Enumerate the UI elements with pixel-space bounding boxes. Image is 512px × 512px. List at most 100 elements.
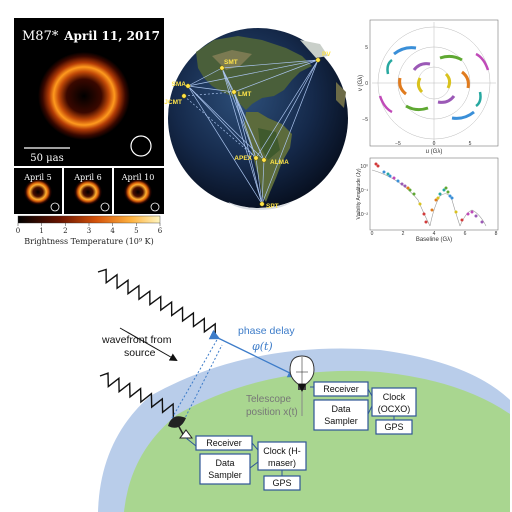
vis-point [431, 209, 434, 212]
m87-title: M87* [22, 29, 59, 44]
data-sampler-line1: Data [215, 458, 234, 468]
right-station: Receiver Data Sampler Clock (OCXO) GPS [314, 382, 416, 434]
vis-plot-frame [370, 158, 498, 230]
data-sampler-line2: Sampler [208, 470, 242, 480]
vis-point [475, 215, 478, 218]
station-marker [220, 66, 224, 70]
vis-point [437, 197, 440, 200]
visibility-plot: 0 2 4 6 810⁰10⁻¹10⁻² Baseline (Gλ) Visibilit… [356, 158, 498, 243]
data-sampler-line1: Data [331, 404, 350, 414]
vis-point [377, 165, 380, 168]
thumbnail-label: April 5 [23, 173, 51, 182]
receiver-label: Receiver [323, 384, 359, 394]
uv-xtick-label: 0 [433, 141, 436, 147]
uv-xlabel: u (Gλ) [426, 149, 443, 155]
vis-point [387, 173, 390, 176]
m87-panel: M87* April 11, 2017 50 μas April 5 April… [14, 18, 164, 246]
data-sampler-line2: Sampler [324, 416, 358, 426]
wavefront-label-line1: wavefront from [101, 334, 172, 346]
telescope-position-line2: position x(t) [246, 407, 298, 418]
clock-line1: Clock (H- [263, 446, 301, 456]
uv-ytick-label: 0 [365, 81, 368, 87]
station-marker [254, 156, 258, 160]
wavefront-label-line2: source [124, 347, 156, 359]
clock-line1: Clock [383, 392, 406, 402]
clock-line2: maser) [268, 458, 296, 468]
uv-xtick-label: 5 [469, 141, 472, 147]
colorbar-tick-label: 1 [39, 227, 43, 235]
vis-point [383, 171, 386, 174]
phase-delay-symbol: φ(t) [252, 340, 273, 353]
station-label: SMA [172, 81, 187, 88]
colorbar-label: Brightness Temperature (10⁹ K) [24, 237, 154, 246]
thumbnail-april-10: April 10 [114, 168, 164, 214]
vis-point [419, 203, 422, 206]
gondola [298, 384, 306, 390]
uv-ylabel: v (Gλ) [358, 75, 364, 91]
station-label: SMT [224, 59, 238, 66]
uv-ytick-label: −5 [362, 117, 368, 123]
phase-delay-label: phase delay [238, 325, 295, 337]
vis-xtick-label: 8 [495, 231, 498, 237]
station-marker [232, 90, 236, 94]
scale-label: 50 μas [30, 153, 64, 164]
telescope-position-line1: Telescope [246, 394, 291, 405]
globe-panel: SMT PV SMA JCMT LMT APEX ALMA SPT [164, 28, 348, 210]
m87-date: April 11, 2017 [63, 29, 160, 43]
station-label: SPT [266, 203, 279, 210]
station-marker [262, 158, 266, 162]
vis-point [467, 213, 470, 216]
uv-xtick-label: −5 [395, 141, 401, 147]
vis-point [439, 193, 442, 196]
station-label: JCMT [164, 99, 182, 106]
vis-xtick-label: 2 [402, 231, 405, 237]
colorbar-tick-label: 6 [158, 227, 163, 235]
thumbnail-april-6: April 6 [64, 168, 112, 214]
station-marker [182, 94, 186, 98]
vis-point [423, 213, 426, 216]
vis-point [461, 219, 464, 222]
uv-ytick-label: 5 [365, 45, 368, 51]
vis-point [481, 221, 484, 224]
station-marker [316, 58, 320, 62]
vis-point [425, 221, 428, 224]
vis-point [455, 211, 458, 214]
receiver-label: Receiver [206, 438, 242, 448]
vis-ylabel: Visibility Amplitude (Jy) [356, 168, 362, 219]
vis-point [449, 195, 452, 198]
station-marker [260, 202, 264, 206]
vis-point [445, 187, 448, 190]
wavefront-upper [98, 269, 215, 337]
station-label: APEX [234, 155, 252, 162]
vis-point [397, 180, 400, 183]
clock-line2: (OCXO) [378, 404, 411, 414]
colorbar-tick-label: 5 [134, 227, 138, 235]
colorbar [18, 216, 160, 223]
colorbar-tick-label: 0 [16, 227, 20, 235]
station-label: ALMA [270, 159, 289, 166]
thumbnail-label: April 10 [121, 173, 155, 182]
vis-xtick-label: 6 [464, 231, 467, 237]
colorbar-tick-label: 4 [110, 227, 115, 235]
black-hole-ring [38, 52, 130, 140]
station-label: PV [322, 51, 331, 58]
vis-xtick-label: 0 [371, 231, 374, 237]
colorbar-ticks: 0 1 2 3 4 5 6 [16, 223, 163, 235]
vlbi-diagram: wavefront from source phase delay φ(t) T… [98, 269, 510, 512]
vis-point [471, 211, 474, 214]
vis-xlabel: Baseline (Gλ) [416, 237, 452, 243]
thumbnail-april-5: April 5 [14, 168, 62, 214]
station-marker [186, 84, 190, 88]
gps-label: GPS [384, 422, 403, 432]
uv-plot: 5 0 −5 5 0 −5 u (Gλ) v (Gλ) [358, 20, 498, 155]
gps-label: GPS [272, 478, 291, 488]
station-label: LMT [238, 91, 251, 98]
vis-point [407, 187, 410, 190]
colorbar-tick-label: 2 [63, 227, 67, 235]
vis-point [413, 193, 416, 196]
vis-point [447, 191, 450, 194]
thumbnail-label: April 6 [73, 173, 101, 182]
colorbar-tick-label: 3 [87, 227, 91, 235]
vis-point [393, 177, 396, 180]
